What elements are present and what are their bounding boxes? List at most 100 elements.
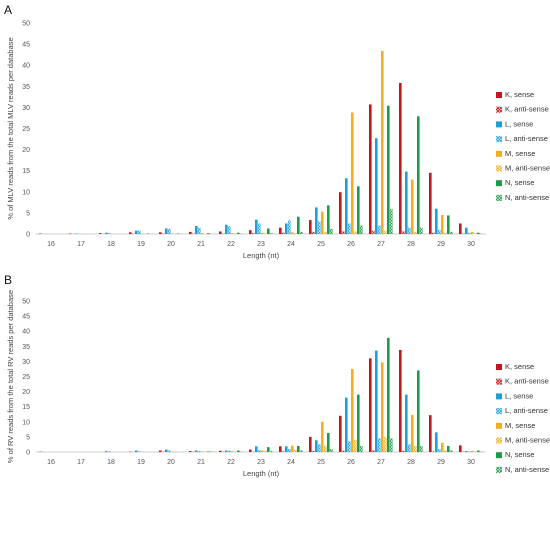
bar (384, 436, 387, 452)
legend-swatch (496, 437, 502, 444)
bar (312, 451, 315, 452)
y-tick-label: 50 (22, 21, 30, 28)
legend-label: K, sense (505, 362, 534, 371)
legend-swatch (496, 422, 502, 429)
y-tick-label: 45 (22, 314, 30, 321)
bar (189, 451, 192, 452)
legend-swatch (496, 165, 502, 172)
bar (231, 233, 234, 234)
bar (417, 370, 420, 452)
legend-label: N, sense (505, 178, 535, 187)
bar (300, 231, 303, 234)
bar (375, 350, 378, 452)
bar (342, 231, 345, 234)
bar (315, 440, 318, 452)
bar (279, 446, 282, 452)
bar (270, 233, 273, 234)
x-tick-label: 30 (467, 241, 475, 248)
bar (315, 207, 318, 234)
legend-swatch (496, 92, 502, 98)
bar (279, 227, 282, 234)
y-tick-label: 50 (22, 299, 30, 306)
bar (165, 228, 168, 234)
bar (291, 232, 294, 234)
bar (168, 228, 171, 234)
bar (450, 450, 453, 452)
bar (411, 179, 414, 234)
bar (288, 448, 291, 452)
legend-swatch (496, 106, 502, 113)
bar (294, 233, 297, 234)
bar (357, 186, 360, 234)
bar (267, 447, 270, 452)
legend-label: N, sense (505, 450, 535, 459)
bar (201, 233, 204, 234)
bar (258, 223, 261, 234)
bar (108, 233, 111, 234)
x-tick-label: 17 (77, 241, 85, 248)
bar (381, 50, 384, 234)
bar (399, 349, 402, 452)
bar (429, 172, 432, 234)
bar (441, 442, 444, 452)
x-tick-label: 26 (347, 241, 355, 248)
bar (267, 228, 270, 234)
x-axis-title: Length (nt) (243, 469, 280, 478)
bar (399, 82, 402, 234)
bar (231, 451, 234, 452)
panel-a: A 0 5 10 15 20 25 30 35 40 45 50 16 17 18 19 20 21 22 23 24… (4, 3, 550, 261)
bar (342, 450, 345, 452)
bar (138, 230, 141, 234)
bar (339, 415, 342, 452)
bar (321, 211, 324, 234)
x-tick-label: 19 (137, 459, 145, 466)
bar (438, 229, 441, 234)
bar (387, 105, 390, 234)
chart-a: 0 5 10 15 20 25 30 35 40 45 50 16 17 18 19 20 21 22 23 24 25… (6, 21, 550, 261)
bar (354, 231, 357, 234)
x-axis-title: Length (nt) (243, 251, 280, 260)
y-tick-label: 15 (22, 168, 30, 175)
bar (300, 450, 303, 452)
bar (435, 432, 438, 452)
bar (345, 178, 348, 234)
x-tick-label: 23 (257, 241, 265, 248)
x-tick-label: 26 (347, 459, 355, 466)
bar (327, 205, 330, 234)
bar (237, 450, 240, 452)
bar (465, 227, 468, 234)
y-axis-title: % of RV reads from the total RV reads pe… (6, 290, 15, 463)
x-tick-label: 24 (287, 241, 295, 248)
bar (387, 337, 390, 452)
bar (159, 450, 162, 452)
bar (282, 232, 285, 234)
bar (369, 358, 372, 452)
x-tick-label: 24 (287, 459, 295, 466)
y-tick-label: 25 (22, 126, 30, 133)
bar (105, 232, 108, 234)
bar (327, 432, 330, 452)
legend-swatch (496, 393, 502, 400)
bar (378, 438, 381, 452)
legend-label: L, sense (505, 119, 533, 128)
x-tick-label: 20 (167, 459, 175, 466)
y-tick-label: 25 (22, 374, 30, 381)
bar (264, 451, 267, 452)
y-tick-label: 15 (22, 404, 30, 411)
bar (219, 450, 222, 452)
bar (444, 232, 447, 234)
bar (252, 233, 255, 234)
bar (468, 451, 471, 452)
legend-swatch (496, 136, 502, 143)
y-tick-label: 0 (26, 450, 30, 457)
bar (438, 448, 441, 452)
bar (375, 138, 378, 234)
bar (324, 445, 327, 452)
bar (420, 227, 423, 234)
bar (330, 448, 333, 452)
bar (270, 451, 273, 452)
bar (282, 451, 285, 452)
bar (390, 438, 393, 452)
bar (351, 112, 354, 234)
bar (261, 450, 264, 452)
